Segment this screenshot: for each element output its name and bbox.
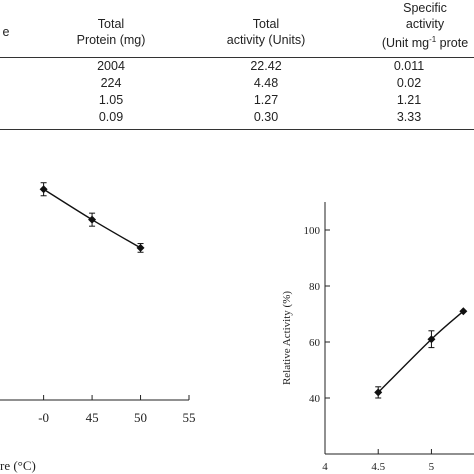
data-point (136, 243, 145, 252)
table-cell: 22.42 (250, 59, 282, 73)
table-cell: 0.30 (253, 110, 279, 124)
x-tick-label: 4.5 (371, 461, 385, 473)
table-rule-top (0, 57, 474, 58)
x-tick-label: 55 (183, 410, 196, 425)
data-point (459, 307, 468, 316)
series-line (377, 310, 464, 393)
table-cell: 4.48 (253, 76, 279, 90)
x-tick-label: 5 (429, 461, 435, 473)
x-tick-label: -0 (38, 410, 49, 425)
header-total-activity: Total activity (Units) (226, 17, 306, 47)
table-cell: 1.27 (253, 93, 279, 107)
data-point (88, 215, 97, 224)
y-tick-label: 40 (309, 393, 321, 405)
header-total-protein: Total Protein (mg) (76, 17, 146, 47)
x-tick-label: 45 (86, 410, 99, 425)
table-cell: 224 (100, 76, 122, 90)
y-tick-label: 80 (309, 281, 321, 293)
table-cell: 0.09 (98, 110, 124, 124)
table-cell: 0.02 (396, 76, 422, 90)
header-col0: e (2, 25, 10, 39)
y-axis-label: Relative Activity (%) (281, 291, 293, 385)
header-specific-activity: Specific activity (Unit mg-1 prote (381, 1, 469, 51)
x-axis-label: re (°C) (0, 458, 36, 473)
table-rule-bottom (0, 129, 474, 130)
table-cell: 1.05 (98, 93, 124, 107)
y-tick-label: 60 (309, 337, 321, 349)
chart-ph: 40 60 80 100 4 4.5 5 Relative Activity (%) (281, 202, 474, 473)
data-point (374, 388, 383, 397)
x-tick-label: 50 (134, 410, 147, 425)
chart-temperature: -0 45 50 55 re (°C) (0, 182, 196, 473)
x-tick-label: 4 (322, 461, 328, 473)
data-point (427, 335, 436, 344)
y-tick-label: 100 (304, 225, 321, 237)
data-point (39, 185, 48, 194)
table-cell: 3.33 (396, 110, 422, 124)
table-cell: 1.21 (396, 93, 422, 107)
table-cell: 0.011 (393, 59, 425, 73)
table-cell: 2004 (97, 59, 125, 73)
